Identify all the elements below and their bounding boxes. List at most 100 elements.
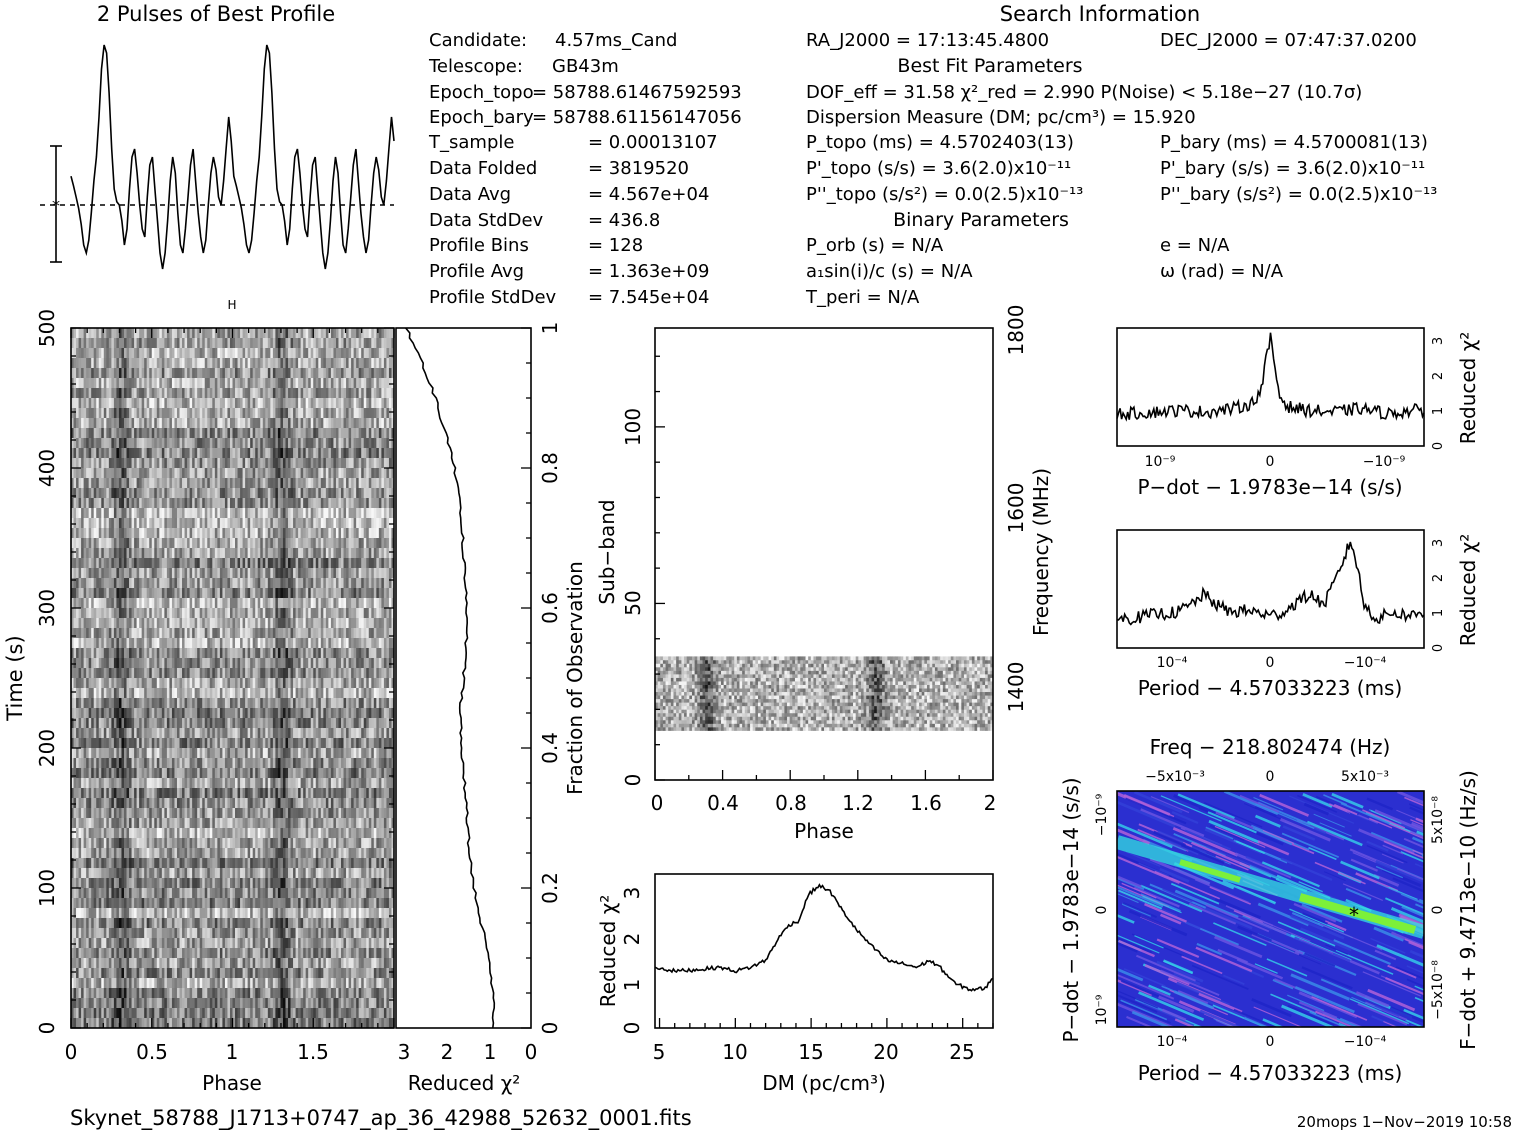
time-phase-cell	[98, 588, 102, 599]
time-phase-cell	[189, 608, 193, 619]
time-phase-cell	[320, 478, 324, 489]
time-phase-cell	[139, 388, 143, 399]
time-phase-cell	[328, 598, 332, 609]
time-phase-cell	[391, 438, 394, 449]
time-phase-cell	[209, 638, 213, 649]
time-phase-cell	[310, 588, 314, 599]
time-phase-cell	[88, 568, 92, 579]
time-phase-cell	[171, 388, 175, 399]
time-phase-cell	[330, 698, 334, 709]
time-phase-cell	[91, 408, 95, 419]
time-phase-cell	[159, 458, 163, 469]
time-phase-cell	[330, 328, 334, 339]
time-phase-cell	[328, 548, 332, 559]
time-phase-cell	[366, 648, 370, 659]
time-phase-cell	[212, 558, 216, 569]
time-phase-cell	[383, 468, 387, 479]
time-phase-cell	[308, 548, 312, 559]
time-phase-cell	[217, 418, 221, 429]
time-phase-cell	[363, 388, 367, 399]
time-phase-cell	[300, 678, 304, 689]
time-phase-cell	[383, 578, 387, 589]
time-phase-cell	[270, 688, 274, 699]
time-phase-cell	[346, 398, 349, 409]
time-phase-cell	[214, 668, 218, 679]
time-phase-cell	[164, 438, 168, 449]
time-phase-cell	[123, 548, 127, 559]
time-phase-cell	[288, 468, 291, 479]
time-phase-cell	[378, 698, 382, 709]
time-phase-cell	[108, 548, 112, 559]
time-phase-cell	[103, 558, 107, 569]
time-phase-cell	[169, 568, 173, 579]
time-phase-cell	[381, 448, 385, 459]
time-phase-cell	[300, 638, 304, 649]
time-phase-cell	[139, 698, 143, 709]
time-phase-cell	[71, 688, 74, 699]
e-text: e = N/A	[1160, 235, 1230, 256]
time-phase-cell	[184, 558, 188, 569]
time-phase-cell	[285, 698, 289, 709]
time-phase-cell	[199, 658, 203, 669]
time-phase-cell	[325, 578, 329, 589]
time-phase-cell	[156, 428, 160, 439]
time-phase-cell	[315, 568, 319, 579]
time-phase-cell	[126, 678, 130, 689]
time-phase-cell	[288, 588, 291, 599]
time-phase-cell	[315, 388, 319, 399]
time-phase-cell	[252, 698, 256, 709]
time-phase-cell	[320, 348, 324, 359]
time-phase-cell	[187, 508, 190, 519]
time-phase-cell	[373, 678, 377, 689]
time-phase-cell	[232, 588, 236, 599]
time-phase-cell	[310, 488, 314, 499]
time-phase-cell	[376, 378, 380, 389]
time-phase-cell	[161, 598, 165, 609]
time-phase-cell	[237, 658, 241, 669]
time-phase-cell	[351, 388, 355, 399]
time-phase-cell	[383, 398, 387, 409]
time-phase-cell	[136, 698, 140, 709]
time-phase-cell	[313, 428, 317, 439]
time-phase-cell	[346, 528, 349, 539]
time-phase-cell	[257, 588, 261, 599]
time-phase-cell	[139, 708, 143, 719]
time-phase-cell	[361, 638, 365, 649]
time-phase-cell	[204, 468, 208, 479]
time-phase-cell	[242, 408, 246, 419]
time-phase-cell	[176, 628, 180, 639]
time-phase-cell	[341, 418, 344, 429]
time-phase-cell	[250, 688, 254, 699]
time-phase-cell	[242, 628, 246, 639]
time-phase-cell	[164, 458, 168, 469]
time-phase-cell	[328, 618, 332, 629]
time-phase-cell	[116, 648, 120, 659]
time-phase-cell	[295, 588, 299, 599]
time-phase-cell	[338, 508, 342, 519]
time-phase-cell	[134, 618, 138, 629]
time-phase-cell	[71, 428, 74, 439]
time-phase-cell	[219, 568, 223, 579]
time-phase-cell	[212, 438, 216, 449]
time-phase-cell	[101, 588, 105, 599]
time-phase-cell	[376, 598, 380, 609]
time-phase-cell	[207, 328, 211, 339]
time-phase-cell	[280, 648, 284, 659]
time-phase-cell	[235, 678, 238, 689]
time-phase-cell	[227, 388, 231, 399]
time-phase-cell	[171, 498, 175, 509]
time-phase-cell	[171, 458, 175, 469]
time-phase-cell	[202, 418, 206, 429]
time-phase-cell	[164, 398, 168, 409]
time-phase-cell	[176, 368, 180, 379]
time-phase-cell	[156, 588, 160, 599]
time-phase-cell	[300, 598, 304, 609]
time-phase-cell	[310, 358, 314, 369]
time-phase-cell	[78, 428, 82, 439]
time-phase-cell	[151, 438, 155, 449]
time-phase-cell	[166, 558, 170, 569]
time-phase-cell	[174, 678, 178, 689]
time-phase-cell	[383, 678, 387, 689]
time-phase-cell	[272, 338, 276, 349]
time-phase-cell	[272, 628, 276, 639]
